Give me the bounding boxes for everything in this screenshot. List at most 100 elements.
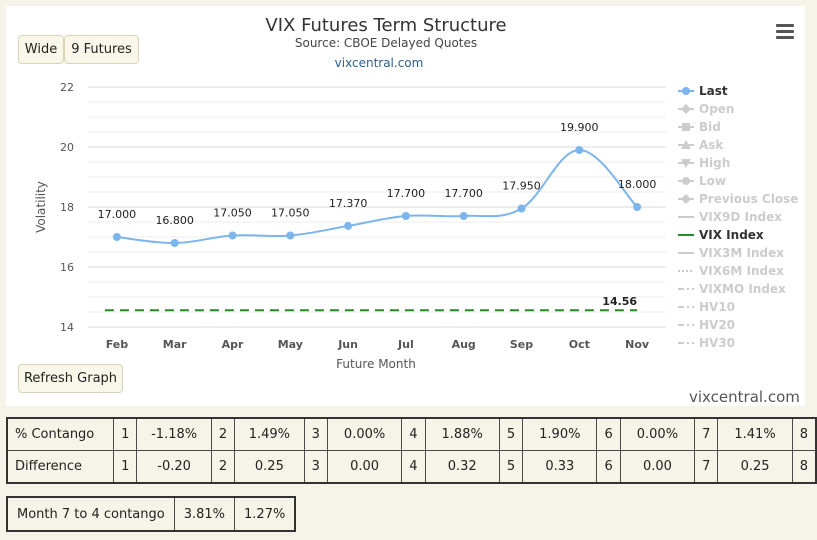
contango-cell: 0.00% xyxy=(326,417,403,451)
legend-item[interactable]: VIX Index xyxy=(678,228,764,242)
month-cell: 2 xyxy=(210,450,236,484)
data-label: 18.000 xyxy=(618,178,657,191)
data-label: 17.700 xyxy=(387,187,426,200)
difference-cell: -0.20 xyxy=(136,450,212,484)
difference-cell: 0.00 xyxy=(326,450,403,484)
month-cell: 2 xyxy=(210,417,236,451)
x-tick-label: Feb xyxy=(106,338,129,351)
month-7-to-4-label: Month 7 to 4 contango xyxy=(6,496,175,532)
legend-label: VIX9D Index xyxy=(699,210,782,224)
chart-panel: VIX Futures Term Structure Source: CBOE … xyxy=(6,6,805,406)
month-cell: 5 xyxy=(498,417,524,451)
month-cell: 7 xyxy=(694,450,719,484)
legend-item[interactable]: VIX6M Index xyxy=(678,264,784,278)
data-point xyxy=(228,231,237,240)
legend-item[interactable]: Open xyxy=(678,102,734,116)
legend-item[interactable]: Bid xyxy=(678,120,721,134)
legend-label: VIX3M Index xyxy=(699,246,784,260)
legend-item[interactable]: Previous Close xyxy=(678,192,798,206)
chart-subtitle: Source: CBOE Delayed Quotes xyxy=(295,36,477,50)
legend-item[interactable]: VIXMO Index xyxy=(678,282,786,296)
difference-cell: 0.32 xyxy=(424,450,500,484)
x-tick-label: Sep xyxy=(510,338,533,351)
vix-index-label: 14.56 xyxy=(602,295,637,308)
month-cell: 4 xyxy=(401,450,426,484)
x-axis-label: Future Month xyxy=(336,357,416,371)
legend-item[interactable]: Ask xyxy=(678,138,724,152)
last-series-line xyxy=(116,148,638,245)
contango-cell: 1.88% xyxy=(424,417,500,451)
contango-table: % Contango 1 -1.18% 2 1.49% 3 0.00% 4 1.… xyxy=(6,417,817,484)
month-7-to-4-value: 1.27% xyxy=(234,496,296,532)
difference-row: Difference 1 -0.20 2 0.25 3 0.00 4 0.32 … xyxy=(6,450,817,484)
legend-marker xyxy=(681,159,691,168)
wide-button[interactable]: Wide xyxy=(18,35,64,64)
data-point xyxy=(286,231,295,240)
legend-item[interactable]: Low xyxy=(678,174,726,188)
futures-button[interactable]: 9 Futures xyxy=(64,35,139,64)
x-tick-label: Apr xyxy=(222,338,244,351)
y-tick-label: 16 xyxy=(60,261,74,274)
legend-item[interactable]: Last xyxy=(678,84,728,98)
month-cell: 6 xyxy=(596,417,621,451)
legend-item[interactable]: VIX3M Index xyxy=(678,246,784,260)
legend-marker xyxy=(682,123,690,131)
month-cell: 7 xyxy=(694,417,719,451)
data-label: 16.800 xyxy=(155,214,194,227)
contango-cell: 1.41% xyxy=(717,417,793,451)
brand-text: vixcentral.com xyxy=(689,388,800,406)
legend-marker xyxy=(681,140,691,149)
data-point xyxy=(170,239,179,247)
x-tick-label: Oct xyxy=(569,338,590,351)
legend-marker xyxy=(681,194,691,204)
data-point xyxy=(517,204,526,213)
legend-label: VIX6M Index xyxy=(699,264,784,278)
legend-marker xyxy=(682,177,690,185)
legend-item[interactable]: HV20 xyxy=(678,318,735,332)
data-label: 17.050 xyxy=(271,207,310,220)
difference-cell: 0.25 xyxy=(234,450,305,484)
data-point xyxy=(575,146,584,154)
legend-label: HV20 xyxy=(699,318,735,332)
refresh-graph-button[interactable]: Refresh Graph xyxy=(18,364,123,393)
month-cell: 8 xyxy=(791,450,817,484)
legend-label: Last xyxy=(699,84,728,98)
month-7-to-4-row: Month 7 to 4 contango 3.81% 1.27% xyxy=(6,496,296,532)
chart-title: VIX Futures Term Structure xyxy=(265,15,506,36)
difference-cell: 0.25 xyxy=(717,450,793,484)
data-point xyxy=(344,221,353,230)
legend-item[interactable]: HV30 xyxy=(678,336,735,350)
difference-cell: 0.33 xyxy=(522,450,598,484)
legend-label: Open xyxy=(699,102,734,116)
x-tick-label: Nov xyxy=(625,338,650,351)
x-tick-label: Jun xyxy=(337,338,358,351)
legend-item[interactable]: VIX9D Index xyxy=(678,210,782,224)
x-tick-label: Aug xyxy=(452,338,476,351)
month-7-to-4-value: 3.81% xyxy=(173,496,236,532)
legend-label: Bid xyxy=(699,120,721,134)
legend-item[interactable]: HV10 xyxy=(678,300,735,314)
data-label: 17.950 xyxy=(502,180,541,193)
legend-label: High xyxy=(699,156,730,170)
month-cell: 3 xyxy=(303,417,328,451)
credit-link[interactable]: vixcentral.com xyxy=(335,56,424,70)
legend-marker xyxy=(681,104,691,114)
legend-label: HV10 xyxy=(699,300,735,314)
data-point xyxy=(112,233,121,241)
y-tick-label: 20 xyxy=(60,141,74,154)
data-label: 17.700 xyxy=(444,187,483,200)
legend-label: VIX Index xyxy=(699,228,764,242)
month-cell: 1 xyxy=(113,450,138,484)
y-axis-label: Volatility xyxy=(34,181,48,233)
legend-label: Previous Close xyxy=(699,192,798,206)
data-label: 17.000 xyxy=(98,208,137,221)
menu-icon[interactable] xyxy=(776,24,794,40)
x-tick-label: Mar xyxy=(163,338,187,351)
contango-cell: -1.18% xyxy=(136,417,212,451)
data-label: 19.900 xyxy=(560,121,599,134)
data-label: 17.050 xyxy=(213,207,252,220)
month-cell: 8 xyxy=(791,417,817,451)
legend-item[interactable]: High xyxy=(678,156,730,170)
month-7-to-4-table: Month 7 to 4 contango 3.81% 1.27% xyxy=(6,496,297,532)
difference-row-label: Difference xyxy=(6,450,115,484)
